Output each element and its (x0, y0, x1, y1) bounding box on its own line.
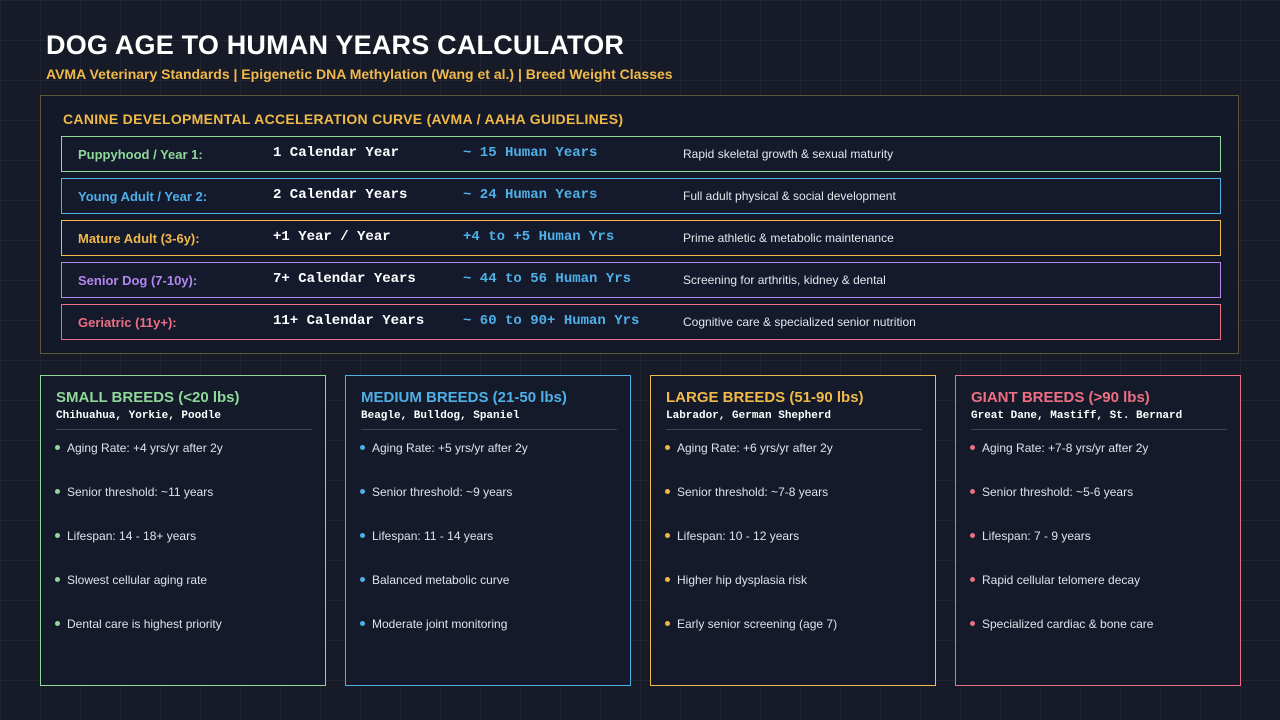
stage-description: Prime athletic & metabolic maintenance (683, 231, 894, 245)
stage-row-geriatric: Geriatric (11y+): 11+ Calendar Years ~ 6… (61, 304, 1221, 340)
stage-description: Screening for arthritis, kidney & dental (683, 273, 886, 287)
breed-fact: Specialized cardiac & bone care (982, 617, 1154, 631)
breed-title: LARGE BREEDS (51-90 lbs) (666, 389, 864, 406)
bullet-icon (970, 621, 975, 626)
stage-calendar-years: 11+ Calendar Years (273, 313, 425, 329)
stage-name: Puppyhood / Year 1: (78, 147, 203, 162)
breed-fact: Senior threshold: ~11 years (67, 485, 214, 499)
breed-title: MEDIUM BREEDS (21-50 lbs) (361, 389, 567, 406)
breed-fact: Lifespan: 14 - 18+ years (67, 529, 197, 543)
breed-examples: Beagle, Bulldog, Spaniel (361, 410, 520, 422)
breed-fact: Early senior screening (age 7) (677, 617, 838, 631)
stage-calendar-years: +1 Year / Year (273, 229, 391, 245)
stage-description: Rapid skeletal growth & sexual maturity (683, 147, 894, 161)
divider (666, 429, 922, 430)
stage-human-years: +4 to +5 Human Yrs (463, 229, 615, 245)
breed-fact: Lifespan: 11 - 14 years (372, 529, 494, 543)
breed-title: SMALL BREEDS (<20 lbs) (56, 389, 240, 406)
stage-human-years: ~ 15 Human Years (463, 145, 598, 161)
bullet-icon (55, 577, 60, 582)
stage-row-puppyhood: Puppyhood / Year 1: 1 Calendar Year ~ 15… (61, 136, 1221, 172)
page-subtitle: AVMA Veterinary Standards | Epigenetic D… (46, 66, 673, 82)
breed-examples: Chihuahua, Yorkie, Poodle (56, 410, 222, 422)
bullet-icon (665, 533, 670, 538)
breed-fact: Lifespan: 10 - 12 years (677, 529, 800, 543)
bullet-icon (360, 621, 365, 626)
stage-name: Mature Adult (3-6y): (78, 231, 200, 246)
stage-name: Young Adult / Year 2: (78, 189, 208, 204)
stage-description: Full adult physical & social development (683, 189, 896, 203)
bullet-icon (55, 489, 60, 494)
stage-row-mature-adult: Mature Adult (3-6y): +1 Year / Year +4 t… (61, 220, 1221, 256)
breed-card-medium: MEDIUM BREEDS (21-50 lbs) Beagle, Bulldo… (345, 375, 631, 686)
breed-card-large: LARGE BREEDS (51-90 lbs) Labrador, Germa… (650, 375, 936, 686)
bullet-icon (970, 489, 975, 494)
bullet-icon (360, 489, 365, 494)
bullet-icon (55, 445, 60, 450)
bullet-icon (55, 533, 60, 538)
breed-fact: Senior threshold: ~5-6 years (982, 485, 1134, 499)
bullet-icon (970, 445, 975, 450)
breed-fact: Aging Rate: +5 yrs/yr after 2y (372, 441, 528, 455)
breed-fact: Senior threshold: ~9 years (372, 485, 513, 499)
bullet-icon (665, 489, 670, 494)
breed-fact: Senior threshold: ~7-8 years (677, 485, 829, 499)
divider (361, 429, 617, 430)
breed-fact: Aging Rate: +6 yrs/yr after 2y (677, 441, 833, 455)
breed-card-small: SMALL BREEDS (<20 lbs) Chihuahua, Yorkie… (40, 375, 326, 686)
breed-fact: Lifespan: 7 - 9 years (982, 529, 1091, 543)
curve-heading: CANINE DEVELOPMENTAL ACCELERATION CURVE … (63, 111, 624, 127)
bullet-icon (360, 533, 365, 538)
breed-fact: Rapid cellular telomere decay (982, 573, 1141, 587)
stage-name: Geriatric (11y+): (78, 315, 177, 330)
breed-card-giant: GIANT BREEDS (>90 lbs) Great Dane, Masti… (955, 375, 1241, 686)
page-title: DOG AGE TO HUMAN YEARS CALCULATOR (46, 30, 625, 60)
breed-fact: Slowest cellular aging rate (67, 573, 208, 587)
breed-examples: Labrador, German Shepherd (666, 410, 832, 422)
stage-row-young-adult: Young Adult / Year 2: 2 Calendar Years ~… (61, 178, 1221, 214)
acceleration-curve-panel: CANINE DEVELOPMENTAL ACCELERATION CURVE … (40, 95, 1239, 354)
bullet-icon (360, 577, 365, 582)
stage-row-senior: Senior Dog (7-10y): 7+ Calendar Years ~ … (61, 262, 1221, 298)
breed-title: GIANT BREEDS (>90 lbs) (971, 389, 1150, 406)
bullet-icon (665, 621, 670, 626)
bullet-icon (665, 577, 670, 582)
divider (971, 429, 1227, 430)
divider (56, 429, 312, 430)
breed-fact: Higher hip dysplasia risk (677, 573, 808, 587)
breed-fact: Moderate joint monitoring (372, 617, 508, 631)
stage-human-years: ~ 24 Human Years (463, 187, 598, 203)
bullet-icon (360, 445, 365, 450)
bullet-icon (970, 533, 975, 538)
stage-description: Cognitive care & specialized senior nutr… (683, 315, 916, 329)
breed-fact: Aging Rate: +4 yrs/yr after 2y (67, 441, 223, 455)
stage-calendar-years: 1 Calendar Year (273, 145, 400, 161)
breed-fact: Aging Rate: +7-8 yrs/yr after 2y (982, 441, 1149, 455)
stage-calendar-years: 2 Calendar Years (273, 187, 408, 203)
stage-human-years: ~ 60 to 90+ Human Yrs (463, 313, 640, 329)
bullet-icon (665, 445, 670, 450)
stage-name: Senior Dog (7-10y): (78, 273, 198, 288)
breed-fact: Balanced metabolic curve (372, 573, 510, 587)
breed-fact: Dental care is highest priority (67, 617, 222, 631)
bullet-icon (970, 577, 975, 582)
stage-human-years: ~ 44 to 56 Human Yrs (463, 271, 632, 287)
stage-calendar-years: 7+ Calendar Years (273, 271, 416, 287)
bullet-icon (55, 621, 60, 626)
breed-examples: Great Dane, Mastiff, St. Bernard (971, 410, 1183, 422)
